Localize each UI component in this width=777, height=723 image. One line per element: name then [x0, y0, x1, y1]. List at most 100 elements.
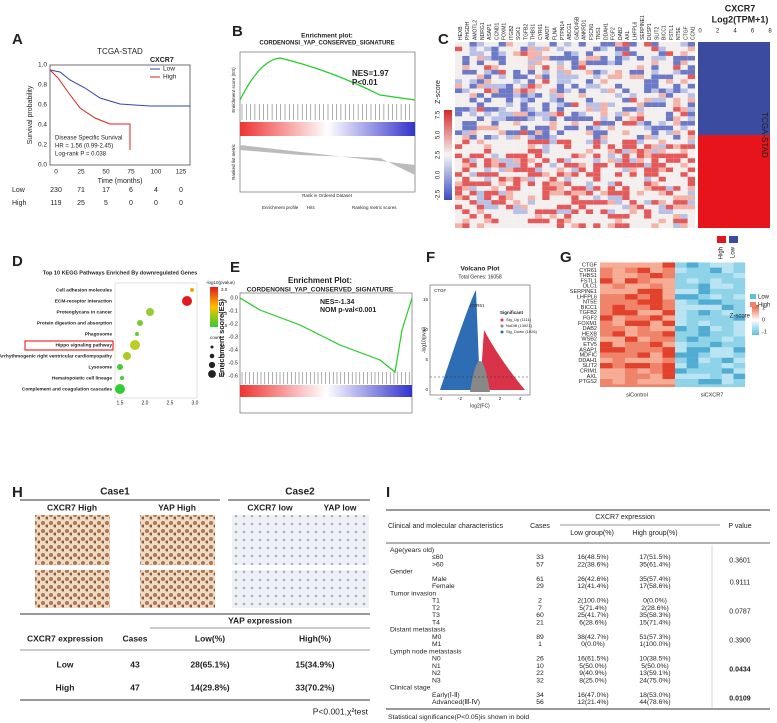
heat-cell [549, 144, 557, 149]
heat-cell [578, 111, 586, 117]
heat-cell [462, 204, 470, 210]
heat-cell [622, 74, 630, 80]
heat-cell [651, 65, 659, 70]
heat-cell [505, 46, 514, 52]
heat-cell [593, 55, 601, 61]
heat-cell [673, 130, 681, 135]
heat-cell [535, 172, 543, 177]
heat-cell [535, 148, 543, 154]
heat-cell [542, 200, 550, 205]
panel-letter: I [386, 484, 390, 501]
heat-cell [607, 111, 615, 117]
heat-cell [622, 167, 630, 173]
heat-cell [680, 107, 688, 112]
heat-cell [593, 111, 601, 117]
group-label: Tumor invasion [390, 590, 436, 597]
heat-cell [673, 74, 681, 80]
heat-cell [498, 172, 506, 177]
panel-letter: E [230, 259, 240, 276]
heat-cell [615, 83, 623, 89]
heat-cell [535, 97, 543, 103]
y-tick-label: 5 [425, 357, 428, 362]
heat-cell [607, 214, 615, 219]
heat-cell [505, 214, 514, 219]
heat-cell [673, 65, 681, 70]
heat-cell [622, 172, 630, 177]
heat-cell [636, 204, 645, 210]
gene-label: DDAH1 [603, 23, 609, 40]
heat-cell [469, 46, 477, 52]
chart-subtitle: CORDENONSI_YAP_CONSERVED_SIGNATURE [247, 287, 394, 294]
heat-cell [593, 83, 601, 89]
heat-cell [527, 79, 535, 84]
heat-cell [665, 130, 674, 135]
ihc-image [232, 515, 307, 565]
heat-cell [612, 320, 625, 326]
heat-cell [721, 326, 734, 332]
chart-title: TCGA-STAD [97, 47, 143, 56]
heat-cell [637, 331, 650, 337]
heat-cell [698, 294, 711, 300]
heat-cell [571, 116, 579, 122]
heat-cell [498, 79, 506, 84]
heat-cell [520, 223, 528, 228]
heat-cell [733, 278, 746, 284]
chart-title: Top 10 KEGG Pathways Enriched By downreg… [43, 270, 198, 276]
heat-cell [650, 357, 663, 364]
heat-cell [615, 223, 623, 228]
risk-count: 230 [50, 187, 62, 194]
heat-cell [593, 51, 601, 56]
heat-cell [612, 379, 625, 385]
heat-cell [505, 144, 514, 149]
heat-cell [549, 195, 557, 201]
legend-label: Hits [307, 205, 315, 210]
heat-cell [491, 102, 499, 108]
table-cell: 8(25.0%) [579, 677, 607, 684]
legend-title: Z-score [730, 314, 751, 320]
heat-cell [637, 278, 650, 284]
heat-cell [585, 167, 594, 173]
heat-cell [527, 83, 535, 89]
risk-count: 0 [154, 200, 158, 207]
heat-cell [629, 121, 637, 126]
heat-cell [658, 190, 666, 196]
heat-cell [498, 102, 506, 108]
heat-cell [636, 60, 645, 66]
x-axis-label: Time (months) [98, 178, 143, 185]
heat-cell [637, 262, 650, 268]
gene-label: LHFPL6 [633, 21, 639, 40]
heat-cell [520, 172, 528, 177]
heat-cell [556, 218, 565, 224]
gene-label: SGK1 [516, 26, 522, 40]
heat-cell [593, 167, 601, 173]
heat-cell [535, 51, 543, 56]
heat-cell [498, 195, 506, 201]
table-header: Cases [530, 523, 550, 530]
table-cell: Male [432, 576, 447, 583]
heat-cell [476, 83, 485, 89]
heat-cell [469, 65, 477, 70]
heat-cell [658, 204, 666, 210]
heat-cell [498, 214, 506, 219]
heat-cell [607, 167, 615, 173]
p-value: 0.9111 [730, 579, 750, 586]
heat-cell [675, 373, 687, 379]
heat-cell [650, 273, 663, 279]
heat-cell [651, 107, 659, 112]
heat-cell [556, 176, 565, 182]
gene-label: DAB2 [583, 326, 597, 332]
heat-cell [498, 83, 506, 89]
heat-cell [535, 102, 543, 108]
group-label: siControl [626, 392, 648, 398]
panel-letter: F [426, 249, 435, 266]
table-cell: 51(57.3%) [639, 634, 670, 641]
heat-cell [476, 190, 485, 196]
heat-cell [578, 69, 586, 75]
heat-cell [564, 83, 572, 89]
heat-cell [651, 167, 659, 173]
heat-cell [665, 148, 674, 154]
heat-cell [491, 88, 499, 94]
heat-cell [455, 42, 463, 47]
gene-label: DLC1 [583, 284, 597, 290]
highlight-box [24, 340, 114, 351]
